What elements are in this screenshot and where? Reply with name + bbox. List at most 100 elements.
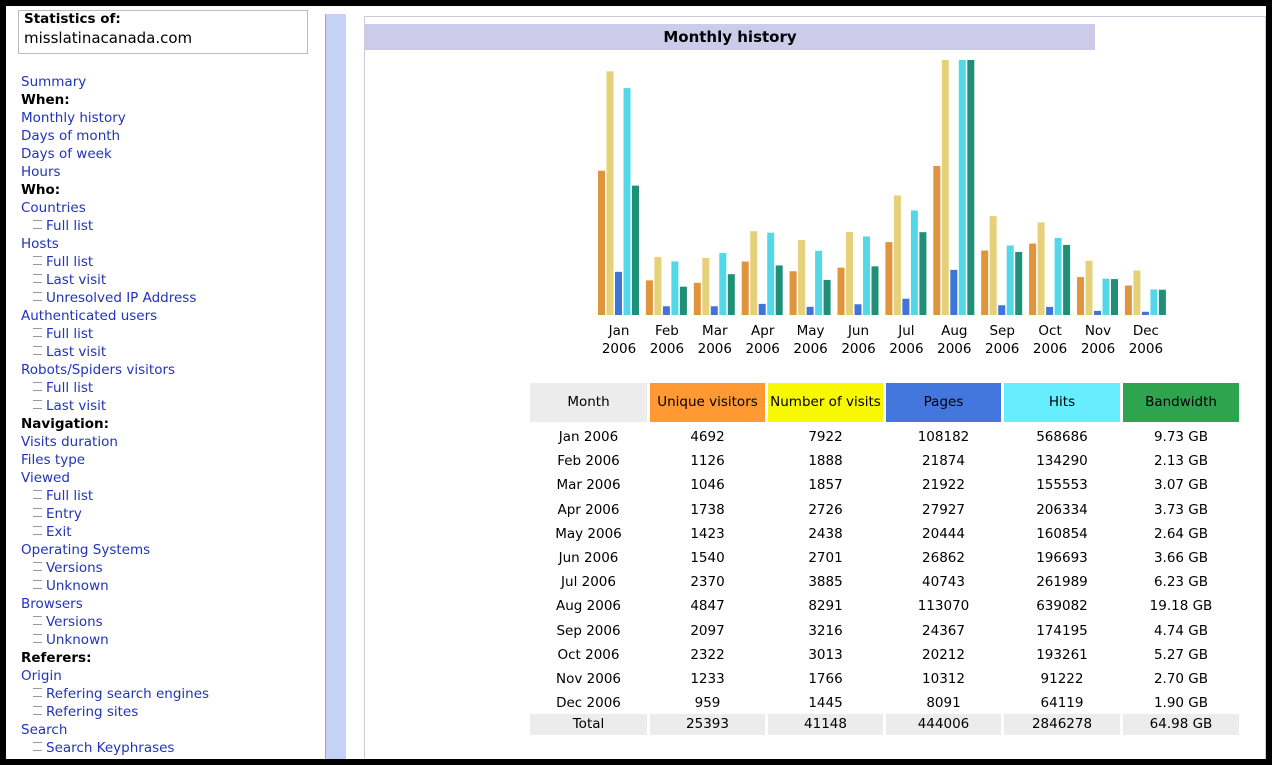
bar <box>1006 245 1014 315</box>
table-cell: 27927 <box>922 501 965 518</box>
bar <box>758 303 766 315</box>
menu-sub[interactable]: Entry <box>21 505 209 523</box>
menu-link[interactable]: Hours <box>21 164 61 180</box>
menu-link[interactable]: Robots/Spiders visitors <box>21 362 176 378</box>
menu-sub[interactable]: Full list <box>21 325 209 343</box>
menu-heading: Who: <box>21 182 61 198</box>
bar <box>981 250 989 315</box>
menu-link[interactable]: Countries <box>21 200 86 216</box>
table-cell: Sep 2006 <box>556 622 621 639</box>
table-cell: Jun 2006 <box>558 550 619 566</box>
table-cell: 21922 <box>922 477 965 494</box>
table-cell: 8091 <box>926 695 961 712</box>
table-cell: 1766 <box>808 671 843 687</box>
table-cell: 1738 <box>690 501 725 518</box>
menu-link[interactable]: Days of month <box>21 128 121 144</box>
menu-link[interactable]: Visits duration <box>21 434 118 450</box>
x-month-label: Aug <box>941 323 967 339</box>
menu-link[interactable]: Authenticated users <box>21 308 158 324</box>
menu-link[interactable]: Viewed <box>21 470 70 486</box>
bar <box>967 60 975 315</box>
menu-sub[interactable]: Versions <box>21 559 209 577</box>
table-cell: 1046 <box>690 477 725 494</box>
table-cell: Dec 2006 <box>556 695 621 712</box>
bar <box>798 240 806 315</box>
bar <box>846 231 853 315</box>
bar <box>919 232 927 315</box>
bar <box>606 71 614 315</box>
menu-sub[interactable]: Refering search engines <box>21 685 209 703</box>
x-month-label: Jul <box>897 323 914 339</box>
menu-link[interactable]: Files type <box>21 452 86 468</box>
menu-link[interactable]: Origin <box>21 668 62 684</box>
menu: Summary When: Monthly history Days of month… <box>21 73 209 757</box>
menu-link[interactable]: Days of week <box>21 146 112 162</box>
bar <box>902 298 910 315</box>
x-month-label: Feb <box>655 323 679 339</box>
menu-sub[interactable]: Last visit <box>21 271 209 289</box>
bar <box>837 267 845 315</box>
bar <box>871 266 879 315</box>
menu-link[interactable]: Monthly history <box>21 110 126 126</box>
menu-link[interactable]: Search <box>21 722 68 738</box>
bar <box>958 60 966 315</box>
table-cell: Jan 2006 <box>558 429 619 445</box>
table-cell: 40743 <box>922 574 965 591</box>
bar <box>702 257 710 315</box>
bar <box>671 261 679 315</box>
table-cell: 64119 <box>1040 695 1084 712</box>
menu-sub[interactable]: Search Keyphrases <box>21 739 209 757</box>
total-cell: Total <box>530 714 647 735</box>
table-cell: 113070 <box>917 598 970 615</box>
menu-sub[interactable]: Unresolved IP Address <box>21 289 209 307</box>
menu-sub[interactable]: Last visit <box>21 397 209 415</box>
menu-sub[interactable]: Last visit <box>21 343 209 361</box>
table-cell: 1.90 GB <box>1153 695 1209 712</box>
menu-sub[interactable]: Full list <box>21 487 209 505</box>
menu-link[interactable]: Browsers <box>21 596 83 612</box>
x-year-label: 2006 <box>793 341 827 357</box>
menu-heading: Referers: <box>21 650 92 666</box>
menu-link[interactable]: Operating Systems <box>21 542 151 558</box>
table-cell: 4.74 GB <box>1153 622 1209 639</box>
table-header: Pages <box>886 383 1001 422</box>
bar <box>1077 277 1084 315</box>
table-cell: 3216 <box>808 622 843 639</box>
table-cell: 134290 <box>1036 453 1088 470</box>
table-header: Month <box>530 383 647 422</box>
table-cell: May 2006 <box>555 525 622 542</box>
bar <box>1085 260 1093 315</box>
x-month-label: Apr <box>751 323 775 339</box>
bar <box>1102 278 1110 315</box>
table-cell: Apr 2006 <box>557 501 620 518</box>
table-cell: Jul 2006 <box>561 574 616 591</box>
bar <box>1150 289 1158 315</box>
table-cell: 3.07 GB <box>1153 477 1209 494</box>
menu-sub[interactable]: Refering sites <box>21 703 209 721</box>
menu-sub[interactable]: Unknown <box>21 577 209 595</box>
table-cell: 155553 <box>1036 477 1088 494</box>
table-cell: 959 <box>694 695 721 712</box>
table-cell: 2701 <box>808 550 843 566</box>
bar <box>789 271 797 315</box>
total-cell: 64.98 GB <box>1123 714 1239 735</box>
menu-sub[interactable]: Full list <box>21 379 209 397</box>
menu-link[interactable]: Hosts <box>21 236 59 252</box>
menu-sub[interactable]: Full list <box>21 217 209 235</box>
x-year-label: 2006 <box>746 341 780 357</box>
table-cell: 26862 <box>922 550 965 566</box>
table-cell: 1857 <box>808 477 843 494</box>
menu-link[interactable]: Summary <box>21 74 87 90</box>
table-cell: 1540 <box>690 550 725 566</box>
table-cell: 4847 <box>690 598 725 615</box>
table-cell: 91222 <box>1040 671 1084 687</box>
bar <box>1094 310 1101 315</box>
menu-sub[interactable]: Unknown <box>21 631 209 649</box>
menu-sub[interactable]: Exit <box>21 523 209 541</box>
menu-sub[interactable]: Versions <box>21 613 209 631</box>
total-cell: 41148 <box>768 714 883 735</box>
table-cell: 21874 <box>922 453 965 470</box>
menu-sub[interactable]: Full list <box>21 253 209 271</box>
x-year-label: 2006 <box>602 341 636 357</box>
